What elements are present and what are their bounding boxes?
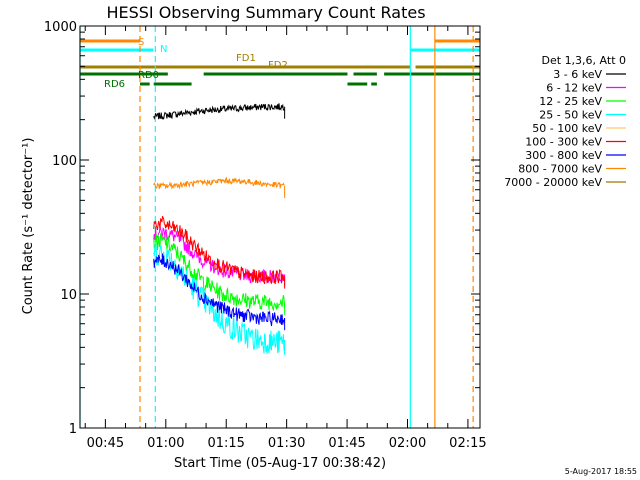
x-tick-label: 00:45 xyxy=(87,436,124,451)
series-line xyxy=(153,176,285,190)
flag-label: FD2 xyxy=(268,60,288,71)
flag-label: RD6 xyxy=(104,79,125,90)
series-line xyxy=(153,253,286,327)
x-tick-label: 01:15 xyxy=(207,436,244,451)
series-group xyxy=(153,103,286,356)
flag-bar xyxy=(415,65,480,69)
flag-bar xyxy=(140,82,150,86)
flag-bar xyxy=(353,72,377,76)
flag-bar xyxy=(371,82,377,86)
series-line xyxy=(153,103,285,120)
y-axis-label: Count Rate (s⁻¹ detector⁻¹) xyxy=(21,138,36,315)
flag-label: N xyxy=(160,44,167,55)
series-line xyxy=(153,216,286,285)
vertical-markers xyxy=(79,26,474,428)
legend-title: Det 1,3,6, Att 0 xyxy=(542,54,626,67)
flag-labels: S N FD1 FD2 RD0 RD6 xyxy=(104,37,288,90)
flag-bar xyxy=(80,39,141,43)
flag-label: S xyxy=(138,37,144,48)
chart-title: HESSI Observing Summary Count Rates xyxy=(106,3,425,22)
y-tick-label: 10 xyxy=(60,288,77,303)
x-axis-label: Start Time (05-Aug-17 00:38:42) xyxy=(174,456,386,471)
timestamp-stamp: 5-Aug-2017 18:55 xyxy=(565,467,637,476)
flag-bar xyxy=(384,72,480,76)
flag-label: FD1 xyxy=(236,53,256,64)
x-tick-label: 01:30 xyxy=(268,436,305,451)
plot-frame xyxy=(79,25,481,429)
legend-label: 7000 - 20000 keV xyxy=(504,176,602,189)
legend-label: 25 - 50 keV xyxy=(539,109,602,122)
y-tick-label: 1 xyxy=(69,422,77,437)
flag-bar xyxy=(80,48,154,52)
legend-label: 6 - 12 keV xyxy=(546,82,602,95)
y-tick-label: 100 xyxy=(52,154,77,169)
x-tick-label: 01:45 xyxy=(328,436,365,451)
x-tick-label: 02:15 xyxy=(449,436,486,451)
series-line xyxy=(153,231,286,312)
flag-bar xyxy=(80,65,411,69)
flag-label: RD0 xyxy=(138,70,159,81)
flag-bar xyxy=(203,72,348,76)
x-tick-label: 02:00 xyxy=(389,436,426,451)
flag-bar xyxy=(153,82,192,86)
flag-bar xyxy=(410,48,480,52)
legend-label: 100 - 300 keV xyxy=(525,136,602,149)
x-tick-label: 01:00 xyxy=(147,436,184,451)
flag-bar xyxy=(347,82,368,86)
flag-bar xyxy=(434,39,480,43)
legend-label: 800 - 7000 keV xyxy=(518,163,602,176)
y-tick-label: 1000 xyxy=(44,20,77,35)
observing-flags xyxy=(80,39,480,86)
flag-bar xyxy=(80,72,168,76)
legend-label: 3 - 6 keV xyxy=(553,68,602,81)
legend-label: 300 - 800 keV xyxy=(525,149,602,162)
axes xyxy=(79,25,481,429)
legend-label: 50 - 100 keV xyxy=(532,122,602,135)
tick-labels: 1 10 100 1000 00:45 01:00 01:15 01:30 01:45 02:00… xyxy=(44,20,487,451)
legend-label: 12 - 25 keV xyxy=(539,95,602,108)
